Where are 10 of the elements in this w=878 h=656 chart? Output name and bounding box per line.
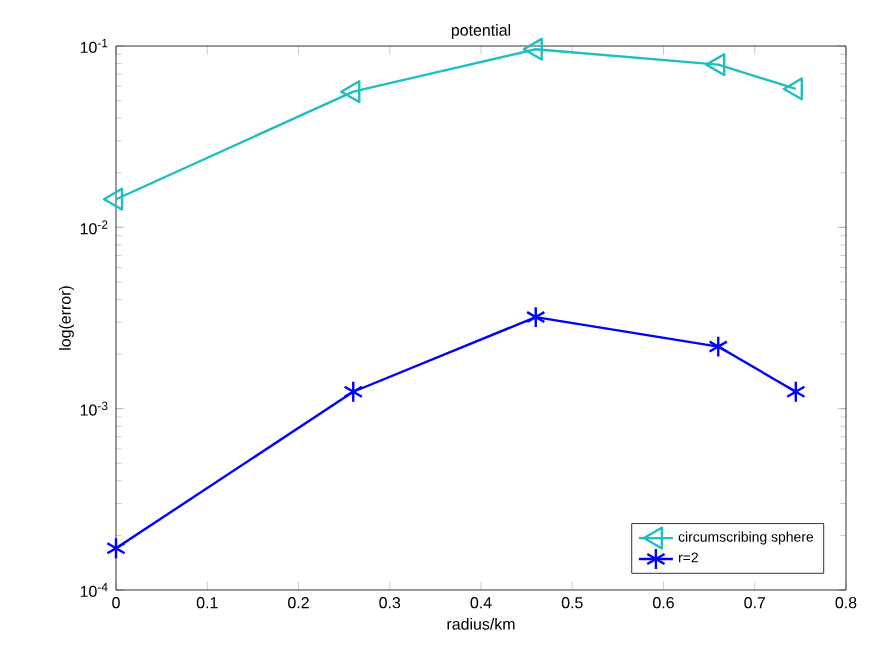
point [340, 80, 361, 104]
point [705, 53, 726, 77]
point [106, 537, 126, 560]
point [525, 305, 546, 329]
point [102, 187, 124, 211]
point [343, 380, 364, 403]
point [522, 37, 543, 61]
point [708, 335, 729, 358]
point [785, 380, 806, 403]
point [782, 77, 803, 101]
